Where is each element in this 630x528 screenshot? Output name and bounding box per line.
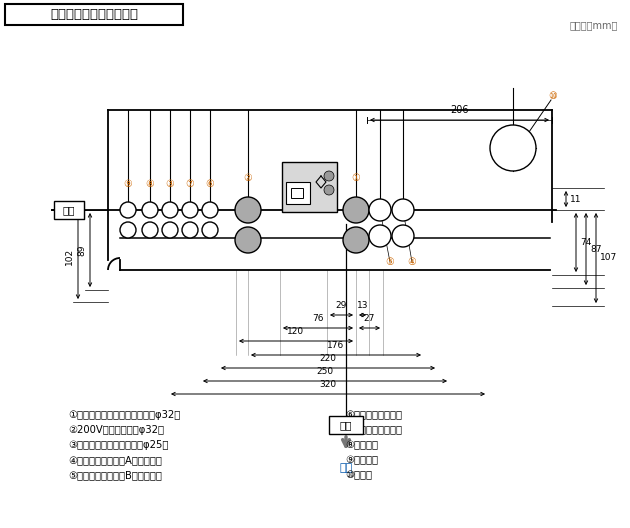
- Text: 89: 89: [77, 244, 86, 256]
- Text: ①: ①: [352, 173, 360, 183]
- Circle shape: [235, 227, 261, 253]
- Circle shape: [343, 197, 369, 223]
- FancyBboxPatch shape: [291, 188, 303, 198]
- Text: 206: 206: [450, 105, 469, 115]
- FancyBboxPatch shape: [286, 182, 310, 204]
- Text: ⑧給水配管: ⑧給水配管: [345, 440, 378, 450]
- Circle shape: [324, 185, 334, 195]
- Circle shape: [202, 202, 218, 218]
- Circle shape: [369, 225, 391, 247]
- Text: 正面: 正面: [340, 463, 353, 473]
- Circle shape: [182, 202, 198, 218]
- Text: ⑦ふろ配管（戻り）: ⑦ふろ配管（戻り）: [345, 425, 402, 435]
- FancyBboxPatch shape: [54, 201, 84, 219]
- Text: 176: 176: [328, 341, 345, 350]
- Circle shape: [324, 171, 334, 181]
- Text: 87: 87: [590, 244, 602, 253]
- Circle shape: [392, 225, 414, 247]
- Circle shape: [202, 222, 218, 238]
- Text: 配線・配管立ち上げ位置: 配線・配管立ち上げ位置: [50, 8, 138, 22]
- Circle shape: [120, 222, 136, 238]
- Circle shape: [369, 199, 391, 221]
- Text: 120: 120: [287, 327, 304, 336]
- Text: 基準: 基準: [63, 205, 75, 215]
- Text: ⑥: ⑥: [205, 179, 214, 189]
- Circle shape: [162, 202, 178, 218]
- Circle shape: [182, 222, 198, 238]
- Text: ⑨: ⑨: [123, 179, 132, 189]
- Text: 基準: 基準: [340, 420, 352, 430]
- Text: ⑤ヒートポンプ配管B（高温側）: ⑤ヒートポンプ配管B（高温側）: [68, 470, 162, 480]
- Circle shape: [162, 222, 178, 238]
- Text: ③リモコンコード取入口（φ25）: ③リモコンコード取入口（φ25）: [68, 440, 168, 450]
- Circle shape: [120, 202, 136, 218]
- Text: ③: ③: [166, 179, 175, 189]
- Text: ⑦: ⑦: [186, 179, 195, 189]
- Text: ⑩: ⑩: [549, 91, 558, 101]
- FancyBboxPatch shape: [5, 4, 183, 25]
- Circle shape: [490, 125, 536, 171]
- Text: （単位：mm）: （単位：mm）: [570, 20, 618, 30]
- Text: 74: 74: [580, 238, 592, 247]
- FancyBboxPatch shape: [329, 416, 363, 434]
- Text: 29: 29: [336, 301, 347, 310]
- Circle shape: [343, 227, 369, 253]
- Text: ④: ④: [408, 257, 416, 267]
- Text: ⑧: ⑧: [146, 179, 154, 189]
- Circle shape: [142, 202, 158, 218]
- Text: 13: 13: [357, 301, 369, 310]
- FancyBboxPatch shape: [282, 162, 337, 212]
- Text: 11: 11: [570, 194, 581, 203]
- Text: ⑩排水口: ⑩排水口: [345, 470, 372, 480]
- Circle shape: [392, 199, 414, 221]
- Text: ⑥ふろ配管（往き）: ⑥ふろ配管（往き）: [345, 410, 402, 420]
- Text: 76: 76: [312, 314, 324, 323]
- Text: 220: 220: [319, 354, 336, 363]
- Text: ②: ②: [244, 173, 253, 183]
- Text: 250: 250: [316, 367, 333, 376]
- Text: ⑨給湯配管: ⑨給湯配管: [345, 455, 378, 465]
- Text: 102: 102: [65, 248, 74, 265]
- Text: ②200V電源取入口（φ32）: ②200V電源取入口（φ32）: [68, 425, 164, 435]
- Text: ①ヒートポンプ電源線取入口（φ32）: ①ヒートポンプ電源線取入口（φ32）: [68, 410, 180, 420]
- Circle shape: [235, 197, 261, 223]
- Text: 107: 107: [600, 253, 617, 262]
- Text: 27: 27: [364, 314, 375, 323]
- Text: ⑤: ⑤: [386, 257, 394, 267]
- Circle shape: [142, 222, 158, 238]
- Text: ④ヒートポンプ配管A（低温側）: ④ヒートポンプ配管A（低温側）: [68, 455, 162, 465]
- Text: 320: 320: [319, 380, 336, 389]
